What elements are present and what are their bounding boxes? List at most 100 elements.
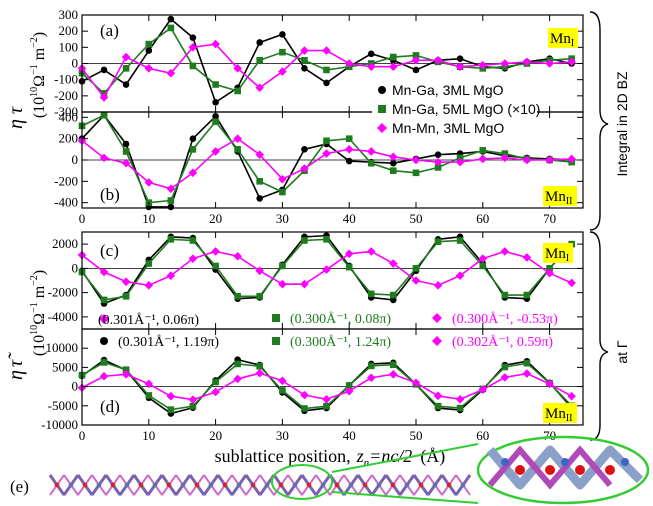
lattice-atom — [82, 482, 88, 488]
data-point — [567, 154, 576, 164]
x-tick-label: 40 — [343, 428, 356, 443]
fit-labels-c: (0.301Å⁻¹, 0.06π) (0.300Å⁻¹, 0.08π) (0.300… — [98, 311, 558, 328]
ylabel-bottom-text: ητ̃ — [5, 352, 27, 380]
legend: Mn-Ga, 3ML MgO Mn-Ga, 5ML MgO (×10) Mn-Mn,… — [372, 82, 540, 138]
zoom-atom-red — [575, 465, 585, 475]
data-point — [323, 402, 330, 410]
data-point — [388, 370, 398, 379]
data-point — [166, 68, 176, 78]
panel-label: (a) — [100, 21, 119, 40]
lattice-atom — [236, 482, 242, 488]
data-point — [100, 359, 108, 366]
data-point — [167, 203, 175, 211]
tag-sub: II — [566, 413, 573, 424]
lattice-atom — [460, 482, 466, 488]
x-tick-label: 40 — [343, 211, 356, 226]
series-2 — [77, 247, 576, 290]
data-point — [323, 79, 330, 87]
data-point — [211, 39, 220, 49]
fit-label: (0.301Å⁻¹, 1.19π) — [118, 334, 219, 350]
data-point — [144, 64, 154, 73]
tag-text: MnII — [545, 189, 573, 207]
series-2 — [77, 134, 576, 194]
sublattice-tag: MnI — [548, 28, 578, 49]
data-point — [389, 53, 397, 61]
zoom-ring-small — [271, 464, 333, 500]
data-point — [412, 169, 420, 177]
data-point — [323, 235, 330, 243]
ylabel-top-text: η τ — [5, 106, 27, 129]
sublattice-tag: MnII — [543, 403, 577, 424]
lattice-atom — [278, 482, 284, 488]
legend-marker — [377, 123, 387, 133]
data-point — [301, 56, 308, 64]
fit-marker — [99, 314, 109, 324]
y-tick-label: -200 — [54, 88, 78, 103]
data-point — [279, 262, 286, 270]
data-point — [121, 277, 131, 287]
fit-marker — [272, 314, 280, 322]
data-point — [99, 153, 109, 163]
fit-label: (0.302Å⁻¹, 0.59π) — [452, 334, 553, 350]
x-tick-label: 50 — [410, 428, 423, 443]
data-point — [255, 83, 264, 93]
data-point — [522, 369, 532, 378]
data-point — [166, 391, 176, 401]
data-point — [455, 157, 465, 167]
zoom-atom-blue — [501, 458, 509, 466]
data-point — [522, 57, 532, 67]
data-point — [122, 292, 130, 300]
y-tick-label: 0 — [72, 379, 79, 394]
data-point — [99, 371, 109, 381]
data-point — [212, 81, 219, 88]
legend-label: Mn-Ga, 5ML MgO (×10) — [392, 101, 540, 117]
y-tick-label: -10000 — [41, 417, 78, 432]
data-point — [301, 237, 308, 244]
data-point — [212, 378, 219, 386]
data-point — [188, 395, 198, 404]
data-point — [344, 145, 354, 154]
lattice-atom — [222, 482, 228, 488]
data-point — [234, 360, 241, 368]
x-tick-label: 30 — [276, 428, 289, 443]
y-tick-label: -400 — [54, 195, 78, 210]
x-tick-label: 70 — [543, 211, 556, 226]
zoom-atom-blue — [561, 458, 569, 466]
zoom-line-top — [331, 443, 479, 473]
data-point — [144, 281, 154, 290]
zoom-atom-red — [605, 465, 615, 475]
tag-bg — [548, 28, 578, 48]
data-point — [412, 52, 420, 59]
zoom-bonds-purple — [487, 445, 613, 490]
sublattice-tag: MnI — [543, 243, 573, 264]
data-point — [188, 168, 198, 178]
lattice-atom — [138, 482, 144, 488]
data-point — [344, 59, 354, 68]
lattice-atom — [166, 482, 172, 488]
data-point — [167, 406, 175, 413]
tag-text: MnI — [550, 31, 574, 49]
data-point — [434, 402, 442, 410]
lattice-zoom-illustration — [486, 445, 644, 490]
data-point — [121, 158, 131, 168]
data-point — [388, 62, 398, 72]
y-tick-label: 5000 — [52, 359, 78, 374]
data-point — [523, 359, 531, 367]
fit-label: (0.300Å⁻¹, 0.08π) — [290, 311, 391, 327]
tag-sub: II — [566, 196, 573, 207]
data-point — [189, 62, 197, 70]
series-2 — [77, 368, 576, 404]
data-point — [211, 247, 220, 256]
fit-label: (0.300Å⁻¹, 1.24π) — [290, 334, 391, 350]
lattice-atom — [348, 482, 354, 488]
data-point — [99, 267, 109, 277]
data-point — [434, 164, 442, 171]
fit-marker — [432, 313, 442, 323]
data-point — [100, 111, 108, 119]
data-point — [256, 195, 263, 202]
data-point — [300, 279, 309, 289]
lattice-atom — [180, 482, 186, 488]
data-point — [279, 48, 286, 56]
data-point — [122, 140, 130, 148]
